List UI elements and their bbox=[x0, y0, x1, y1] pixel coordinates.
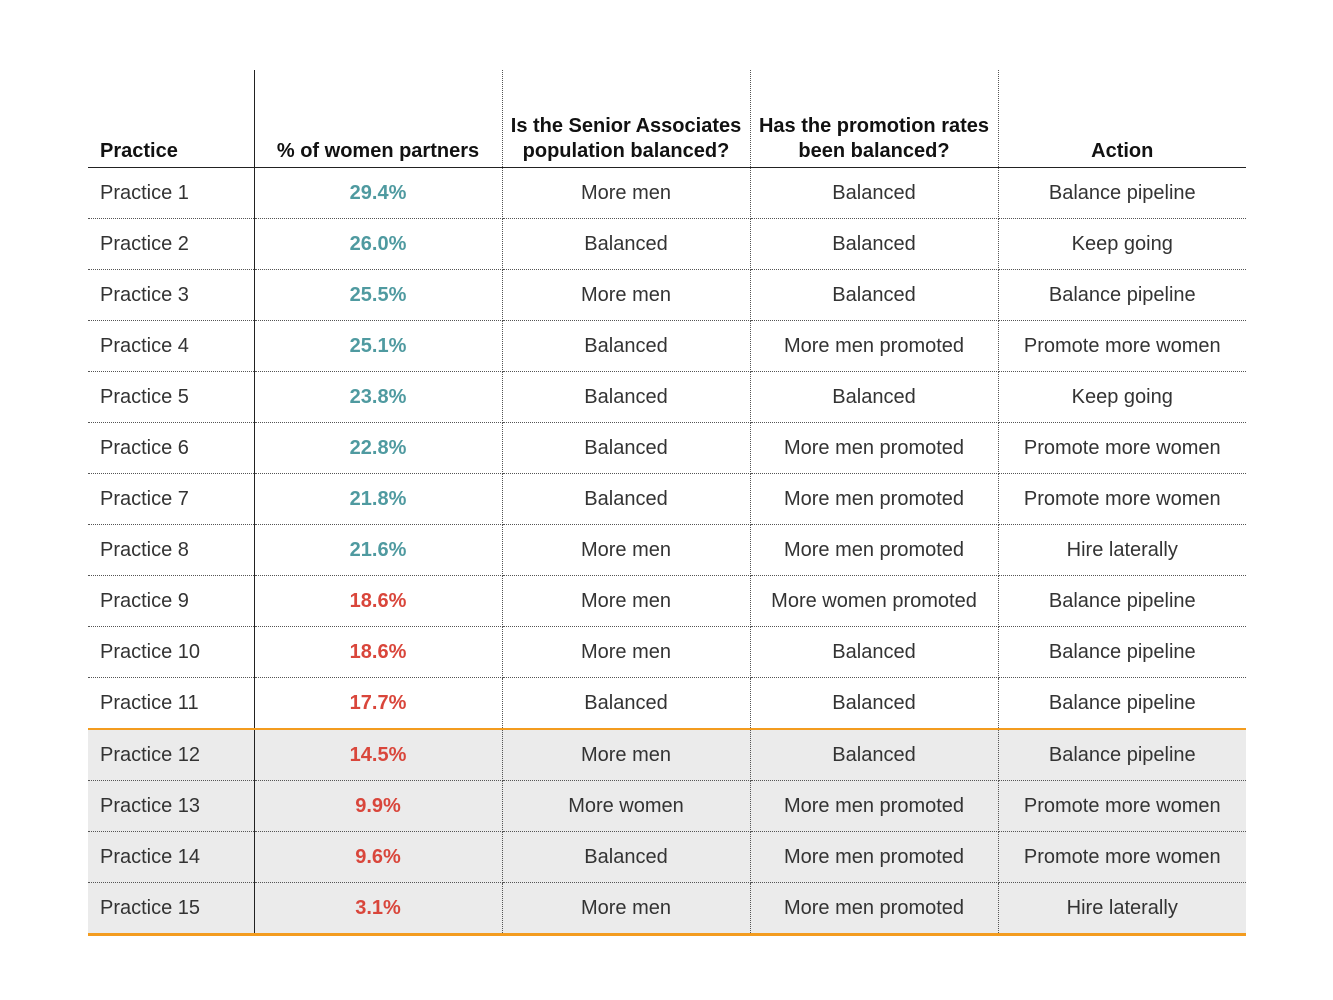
senior-associates-cell: More men bbox=[502, 729, 751, 781]
senior-associates-cell: More women bbox=[502, 780, 751, 832]
table-row: Practice 5 23.8% Balanced Balanced Keep goin… bbox=[88, 371, 1246, 423]
practice-table: Practice % of women partners Is the Seni… bbox=[88, 70, 1246, 936]
table-row: Practice 9 18.6% More men More women promot… bbox=[88, 575, 1246, 627]
practice-cell: Practice 14 bbox=[88, 831, 255, 883]
action-cell: Balance pipeline bbox=[998, 626, 1246, 678]
table-row: Practice 12 14.5% More men Balanced Balance … bbox=[88, 729, 1246, 781]
practice-cell: Practice 3 bbox=[88, 269, 255, 321]
action-cell: Hire laterally bbox=[998, 882, 1246, 936]
action-cell: Balance pipeline bbox=[998, 269, 1246, 321]
table-row: Practice 7 21.8% Balanced More men promoted… bbox=[88, 473, 1246, 525]
senior-associates-cell: Balanced bbox=[502, 320, 751, 372]
senior-associates-cell: More men bbox=[502, 524, 751, 576]
action-cell: Balance pipeline bbox=[998, 167, 1246, 219]
women-partners-cell: 29.4% bbox=[254, 167, 503, 219]
table-row: Practice 10 18.6% More men Balanced Balance … bbox=[88, 626, 1246, 678]
senior-associates-cell: More men bbox=[502, 882, 751, 936]
practice-cell: Practice 9 bbox=[88, 575, 255, 627]
promotion-cell: Balanced bbox=[750, 626, 999, 678]
women-partners-cell: 9.6% bbox=[254, 831, 503, 883]
promotion-cell: Balanced bbox=[750, 677, 999, 730]
senior-associates-cell: Balanced bbox=[502, 677, 751, 730]
practice-cell: Practice 1 bbox=[88, 167, 255, 219]
table-row: Practice 14 9.6% Balanced More men promoted… bbox=[88, 831, 1246, 883]
promotion-cell: More men promoted bbox=[750, 524, 999, 576]
table-row: Practice 6 22.8% Balanced More men promoted… bbox=[88, 422, 1246, 474]
table-row: Practice 2 26.0% Balanced Balanced Keep goin… bbox=[88, 218, 1246, 270]
action-cell: Balance pipeline bbox=[998, 575, 1246, 627]
senior-associates-cell: More men bbox=[502, 575, 751, 627]
women-partners-cell: 18.6% bbox=[254, 626, 503, 678]
action-cell: Promote more women bbox=[998, 422, 1246, 474]
women-partners-cell: 18.6% bbox=[254, 575, 503, 627]
practice-cell: Practice 4 bbox=[88, 320, 255, 372]
practice-cell: Practice 6 bbox=[88, 422, 255, 474]
promotion-cell: Balanced bbox=[750, 218, 999, 270]
practice-cell: Practice 11 bbox=[88, 677, 255, 730]
practice-cell: Practice 10 bbox=[88, 626, 255, 678]
header-senior-associates: Is the Senior Associates population bala… bbox=[502, 70, 751, 168]
table-row: Practice 15 3.1% More men More men promoted… bbox=[88, 882, 1246, 936]
header-action: Action bbox=[998, 70, 1246, 168]
table-row: Practice 8 21.6% More men More men promoted… bbox=[88, 524, 1246, 576]
header-women-partners: % of women partners bbox=[254, 70, 503, 168]
practice-cell: Practice 5 bbox=[88, 371, 255, 423]
header-promotion-rates: Has the promotion rates been balanced? bbox=[750, 70, 999, 168]
women-partners-cell: 23.8% bbox=[254, 371, 503, 423]
practice-cell: Practice 12 bbox=[88, 729, 255, 781]
senior-associates-cell: Balanced bbox=[502, 473, 751, 525]
practice-cell: Practice 7 bbox=[88, 473, 255, 525]
senior-associates-cell: Balanced bbox=[502, 218, 751, 270]
practice-cell: Practice 2 bbox=[88, 218, 255, 270]
table-row: Practice 3 25.5% More men Balanced Balance p… bbox=[88, 269, 1246, 321]
women-partners-cell: 21.6% bbox=[254, 524, 503, 576]
action-cell: Hire laterally bbox=[998, 524, 1246, 576]
senior-associates-cell: Balanced bbox=[502, 831, 751, 883]
promotion-cell: Balanced bbox=[750, 371, 999, 423]
promotion-cell: Balanced bbox=[750, 269, 999, 321]
women-partners-cell: 3.1% bbox=[254, 882, 503, 936]
women-partners-cell: 26.0% bbox=[254, 218, 503, 270]
promotion-cell: Balanced bbox=[750, 167, 999, 219]
promotion-cell: More women promoted bbox=[750, 575, 999, 627]
action-cell: Promote more women bbox=[998, 320, 1246, 372]
senior-associates-cell: More men bbox=[502, 167, 751, 219]
promotion-cell: More men promoted bbox=[750, 473, 999, 525]
women-partners-cell: 14.5% bbox=[254, 729, 503, 781]
senior-associates-cell: More men bbox=[502, 626, 751, 678]
header-row: Practice % of women partners Is the Seni… bbox=[88, 70, 1246, 168]
women-partners-cell: 25.1% bbox=[254, 320, 503, 372]
women-partners-cell: 21.8% bbox=[254, 473, 503, 525]
table-row: Practice 4 25.1% Balanced More men promoted… bbox=[88, 320, 1246, 372]
action-cell: Promote more women bbox=[998, 831, 1246, 883]
action-cell: Promote more women bbox=[998, 473, 1246, 525]
table-row: Practice 13 9.9% More women More men promot… bbox=[88, 780, 1246, 832]
promotion-cell: More men promoted bbox=[750, 320, 999, 372]
practice-cell: Practice 8 bbox=[88, 524, 255, 576]
table-row: Practice 11 17.7% Balanced Balanced Balance … bbox=[88, 677, 1246, 730]
table-row: Practice 1 29.4% More men Balanced Balance p… bbox=[88, 167, 1246, 219]
senior-associates-cell: More men bbox=[502, 269, 751, 321]
women-partners-cell: 9.9% bbox=[254, 780, 503, 832]
women-partners-cell: 17.7% bbox=[254, 677, 503, 730]
senior-associates-cell: Balanced bbox=[502, 371, 751, 423]
women-partners-cell: 25.5% bbox=[254, 269, 503, 321]
promotion-cell: Balanced bbox=[750, 729, 999, 781]
action-cell: Balance pipeline bbox=[998, 677, 1246, 730]
practice-cell: Practice 15 bbox=[88, 882, 255, 936]
senior-associates-cell: Balanced bbox=[502, 422, 751, 474]
table-body: Practice 1 29.4% More men Balanced Balance p… bbox=[88, 167, 1246, 936]
header-practice: Practice bbox=[88, 70, 255, 168]
action-cell: Keep going bbox=[998, 371, 1246, 423]
action-cell: Promote more women bbox=[998, 780, 1246, 832]
promotion-cell: More men promoted bbox=[750, 882, 999, 936]
women-partners-cell: 22.8% bbox=[254, 422, 503, 474]
action-cell: Keep going bbox=[998, 218, 1246, 270]
promotion-cell: More men promoted bbox=[750, 780, 999, 832]
promotion-cell: More men promoted bbox=[750, 422, 999, 474]
practice-cell: Practice 13 bbox=[88, 780, 255, 832]
action-cell: Balance pipeline bbox=[998, 729, 1246, 781]
promotion-cell: More men promoted bbox=[750, 831, 999, 883]
